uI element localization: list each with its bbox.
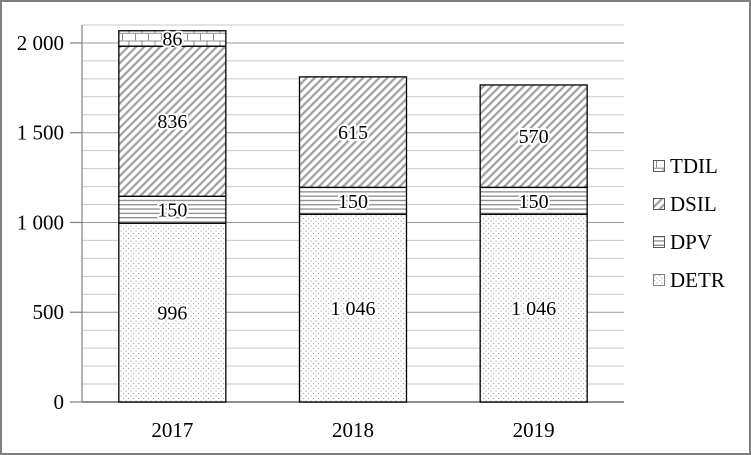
legend-item-dpv: DPV <box>653 230 725 254</box>
detr-dots-pattern-icon <box>653 274 665 286</box>
segment-value-label: 86 <box>162 28 182 50</box>
legend-item-detr: DETR <box>653 268 725 292</box>
segment-value-label: 150 <box>157 200 187 222</box>
dsil-diagonal-pattern-icon <box>653 198 665 210</box>
bar-segment-tdil-2017 <box>118 30 227 47</box>
legend-label-dpv: DPV <box>670 230 713 254</box>
dpv-hlines-pattern-icon <box>653 236 665 248</box>
segment-value-label: 150 <box>338 191 368 213</box>
bar-segment-dsil-2019 <box>479 84 588 188</box>
bar-segment-dsil-2018 <box>298 76 408 188</box>
y-tick-label: 1 000 <box>17 210 64 234</box>
legend: TDIL DSIL DPV DETR <box>653 154 725 311</box>
legend-item-tdil: TDIL <box>653 154 725 178</box>
bars <box>118 30 588 403</box>
y-tick-label: 2 000 <box>17 31 64 55</box>
tdil-brick-pattern-icon <box>653 160 665 172</box>
legend-label-dsil: DSIL <box>670 192 717 216</box>
x-category-label: 2017 <box>151 418 193 442</box>
segment-value-label: 836 <box>157 111 187 133</box>
x-category-label: 2019 <box>513 418 555 442</box>
y-tick-label: 500 <box>33 300 65 324</box>
bar-segment-dpv-2017 <box>118 195 227 224</box>
legend-label-detr: DETR <box>670 268 725 292</box>
y-tick-label: 0 <box>54 390 65 414</box>
bar-segment-dsil-2017 <box>118 45 227 197</box>
segment-value-label: 615 <box>338 122 368 144</box>
x-category-label: 2018 <box>332 418 374 442</box>
segment-value-label: 150 <box>519 191 549 213</box>
legend-item-dsil: DSIL <box>653 192 725 216</box>
bar-segment-detr-2018 <box>298 213 408 403</box>
bar-segment-detr-2019 <box>479 213 588 403</box>
legend-label-tdil: TDIL <box>670 154 718 178</box>
segment-value-label: 996 <box>157 303 187 325</box>
segment-value-label: 570 <box>519 126 549 148</box>
bar-segment-dpv-2019 <box>479 186 588 215</box>
y-tick-label: 1 500 <box>17 121 64 145</box>
bar-segment-detr-2017 <box>118 222 227 403</box>
segment-value-label: 1 046 <box>331 298 376 320</box>
segment-value-label: 1 046 <box>511 298 556 320</box>
chart-labels: 0 500 1 000 1 500 2 000 996 150 836 86 2017 1 046 1… <box>17 26 558 442</box>
